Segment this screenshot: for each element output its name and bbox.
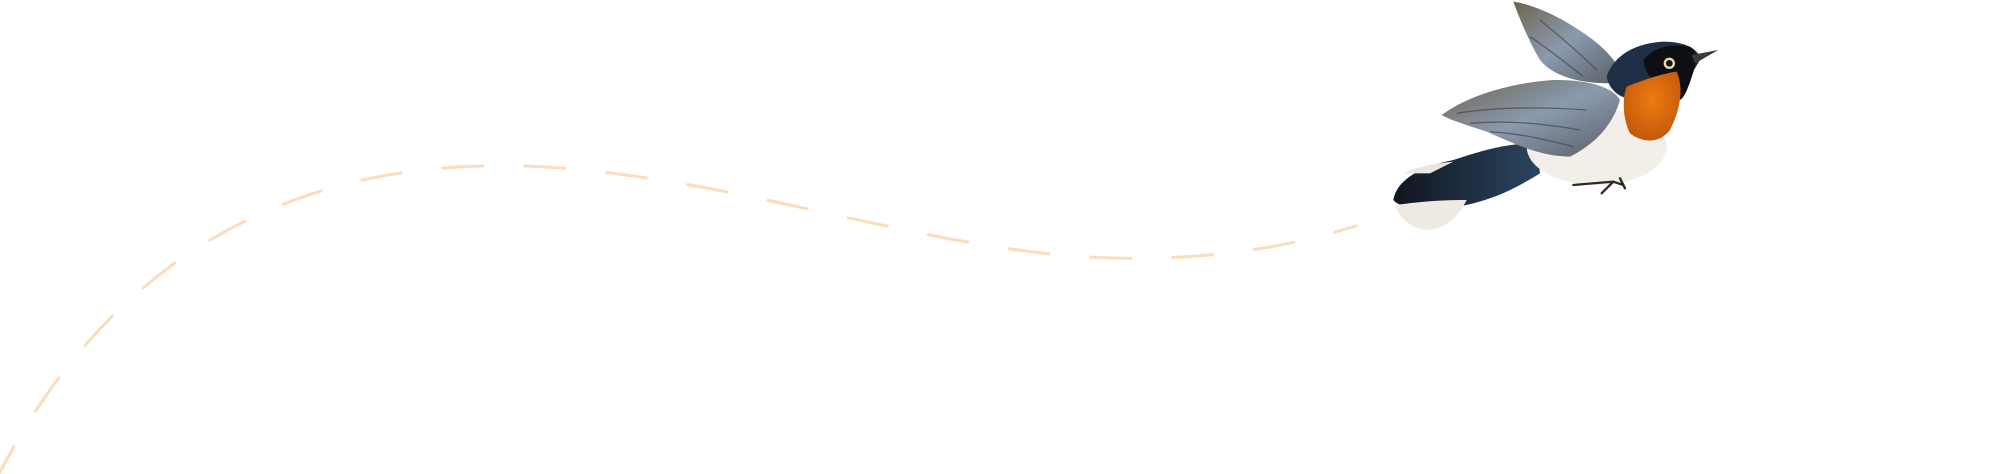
bird-tail	[1393, 143, 1540, 209]
bird-illustration	[1393, 1, 1719, 230]
bird-legs	[1572, 177, 1627, 195]
dashed-flight-path	[0, 164, 1358, 474]
bird-tail-tips	[1394, 199, 1467, 230]
bird-throat	[1623, 71, 1681, 141]
bird-beak	[1691, 49, 1719, 64]
bird-lower-wing	[1441, 79, 1620, 157]
